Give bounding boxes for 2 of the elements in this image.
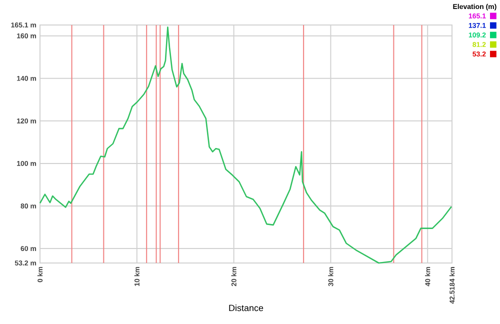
line-series [39,26,452,264]
x-axis-title: Distance [229,304,264,312]
